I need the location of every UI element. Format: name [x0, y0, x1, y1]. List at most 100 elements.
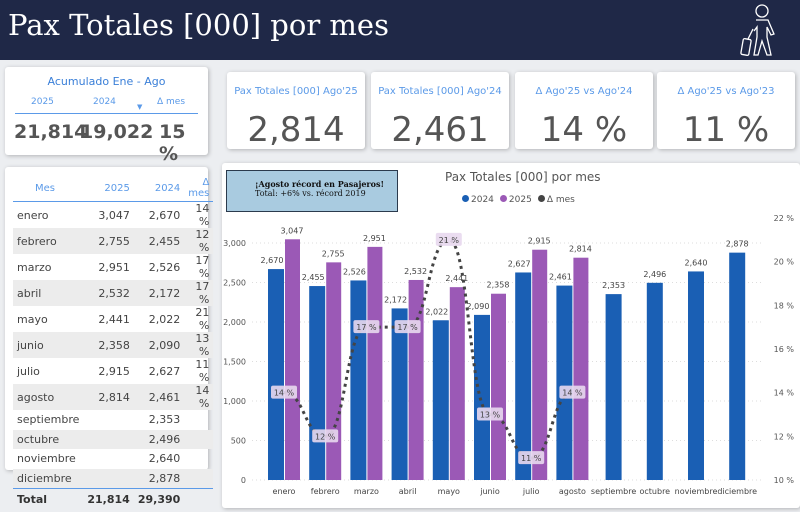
- y-left-tick: 2,000: [223, 318, 246, 327]
- table-cell: 2,640: [148, 452, 181, 466]
- acc-2024: 19,022: [80, 121, 154, 143]
- kpi-value: 14 %: [540, 110, 628, 150]
- col-2024: 2024: [93, 97, 116, 107]
- table-row[interactable]: mayo 2,441 2,022 21 %: [13, 306, 213, 332]
- legend-delta[interactable]: Δ mes: [537, 195, 575, 205]
- monthly-table: Mes 2025 2024 Δ mes enero 3,047 2,670 14 % f…: [13, 175, 214, 511]
- x-tick: octubre: [639, 487, 670, 496]
- y-left-tick: 1,500: [223, 358, 246, 367]
- data-label-2024: 2,878: [726, 240, 749, 249]
- table-cell: agosto: [13, 384, 84, 410]
- legend-2024[interactable]: 2024: [462, 195, 494, 205]
- y-right-tick: 12 %: [774, 432, 795, 441]
- acc-2025: 21,814: [14, 121, 88, 143]
- col-header-2025[interactable]: 2025: [83, 175, 134, 202]
- x-tick: enero: [273, 487, 296, 496]
- table-row[interactable]: diciembre 2,878: [13, 468, 214, 489]
- delta-label: 14 %: [562, 389, 583, 398]
- table-cell: 2,353: [148, 413, 181, 427]
- data-label-2024: 2,022: [425, 307, 448, 316]
- kpi-label: Pax Totales [000] Ago'24: [378, 86, 502, 97]
- data-label-2024: 2,353: [602, 281, 625, 290]
- table-cell: junio: [13, 332, 84, 358]
- table-cell: enero: [17, 208, 49, 222]
- data-label-2025: 2,358: [487, 281, 510, 290]
- x-tick: junio: [479, 487, 500, 496]
- y-left-tick: 1,000: [223, 397, 246, 406]
- chart-title: Pax Totales [000] por mes: [445, 170, 601, 184]
- table-row[interactable]: noviembre 2,640: [13, 449, 213, 469]
- delta-label: 17 %: [397, 323, 418, 332]
- data-label-2025: 2,532: [404, 267, 427, 276]
- col-header-mes[interactable]: Mes: [13, 175, 84, 202]
- table-row[interactable]: julio 2,915 2,627 11 %: [13, 358, 213, 384]
- table-row[interactable]: agosto 2,814 2,461 14 %: [13, 384, 214, 410]
- sort-icon[interactable]: ▼: [137, 103, 143, 111]
- delta-label: 13 %: [480, 411, 501, 420]
- chart-legend: 2024 2025 Δ mes: [462, 195, 575, 205]
- bar-2024: [350, 280, 367, 480]
- bar-2024: [729, 252, 746, 480]
- table-cell: 2,441: [98, 312, 130, 326]
- kpi-value: 11 %: [682, 110, 770, 150]
- legend-2025[interactable]: 2025: [499, 195, 532, 205]
- table-row[interactable]: enero 3,047 2,670 14 %: [13, 202, 213, 228]
- header: Pax Totales [000] por mes: [0, 0, 800, 60]
- bar-2025: [532, 249, 548, 480]
- table-row[interactable]: octubre 2,496: [13, 429, 214, 450]
- data-label-2024: 2,172: [384, 295, 407, 304]
- table-row[interactable]: febrero 2,755 2,455 12 %: [13, 228, 214, 254]
- col-header-delta[interactable]: Δ mes: [184, 175, 214, 202]
- kpi-card: Δ Ago'25 vs Ago'23 11 %: [657, 72, 795, 150]
- bar-2024: [391, 308, 408, 480]
- table-cell: 12 %: [184, 228, 214, 254]
- y-right-tick: 22 %: [774, 214, 795, 223]
- bar-2024: [474, 314, 490, 480]
- delta-label-bg: [435, 232, 462, 246]
- bar-2025: [449, 287, 465, 480]
- table-cell: 17 %: [195, 254, 210, 280]
- data-label-2025: 2,915: [528, 237, 551, 246]
- col-header-2024[interactable]: 2024: [133, 175, 185, 202]
- data-label-2025: 3,047: [281, 226, 304, 235]
- delta-label-bg: [518, 451, 545, 465]
- y-right-tick: 18 %: [774, 301, 795, 310]
- table-cell: 2,755: [83, 228, 134, 254]
- kpi-label: Δ Ago'25 vs Ago'24: [535, 86, 633, 97]
- table-cell: 2,461: [133, 384, 185, 410]
- table-row[interactable]: marzo 2,951 2,526 17 %: [13, 254, 213, 280]
- table-row[interactable]: junio 2,358 2,090 13 %: [13, 332, 214, 358]
- data-label-2025: 2,814: [569, 245, 592, 254]
- data-label-2024: 2,090: [467, 302, 490, 311]
- total-cell: [184, 487, 214, 511]
- bar-2025: [285, 239, 300, 480]
- x-tick: febrero: [311, 487, 340, 496]
- monthly-table-card: Mes 2025 2024 Δ mes enero 3,047 2,670 14 % f…: [5, 167, 214, 511]
- delta-label-bg: [559, 385, 586, 399]
- bar-2024: [646, 282, 663, 480]
- x-tick: abril: [399, 487, 417, 496]
- table-cell: 2,022: [148, 312, 181, 326]
- table-cell: marzo: [17, 260, 52, 274]
- delta-label-bg: [353, 320, 380, 334]
- table-cell: 3,047: [98, 208, 130, 222]
- note-subtitle: Total: +6% vs. récord 2019: [255, 189, 366, 198]
- data-label-2024: 2,455: [302, 273, 325, 282]
- delta-label: 12 %: [315, 432, 336, 441]
- bar-2024: [688, 271, 704, 480]
- note-title: ¡Agosto récord en Pasajeros!: [255, 179, 384, 189]
- table-row[interactable]: septiembre 2,353: [13, 410, 213, 430]
- bar-2025: [326, 262, 342, 480]
- total-cell: 21,814: [83, 487, 134, 511]
- x-tick: septiembre: [591, 487, 636, 496]
- total-row: Total 21,814 29,390: [13, 487, 214, 511]
- kpi-card: Pax Totales [000] Ago'24 2,461: [371, 72, 509, 150]
- table-cell: octubre: [13, 429, 84, 450]
- delta-label-bg: [394, 320, 421, 334]
- data-label-2024: 2,627: [508, 259, 531, 268]
- data-label-2025: 2,441: [445, 274, 468, 283]
- total-cell: 29,390: [133, 487, 185, 511]
- page-title: Pax Totales [000] por mes: [8, 8, 389, 42]
- table-cell: 2,496: [133, 429, 185, 450]
- table-row[interactable]: abril 2,532 2,172 17 %: [13, 280, 214, 306]
